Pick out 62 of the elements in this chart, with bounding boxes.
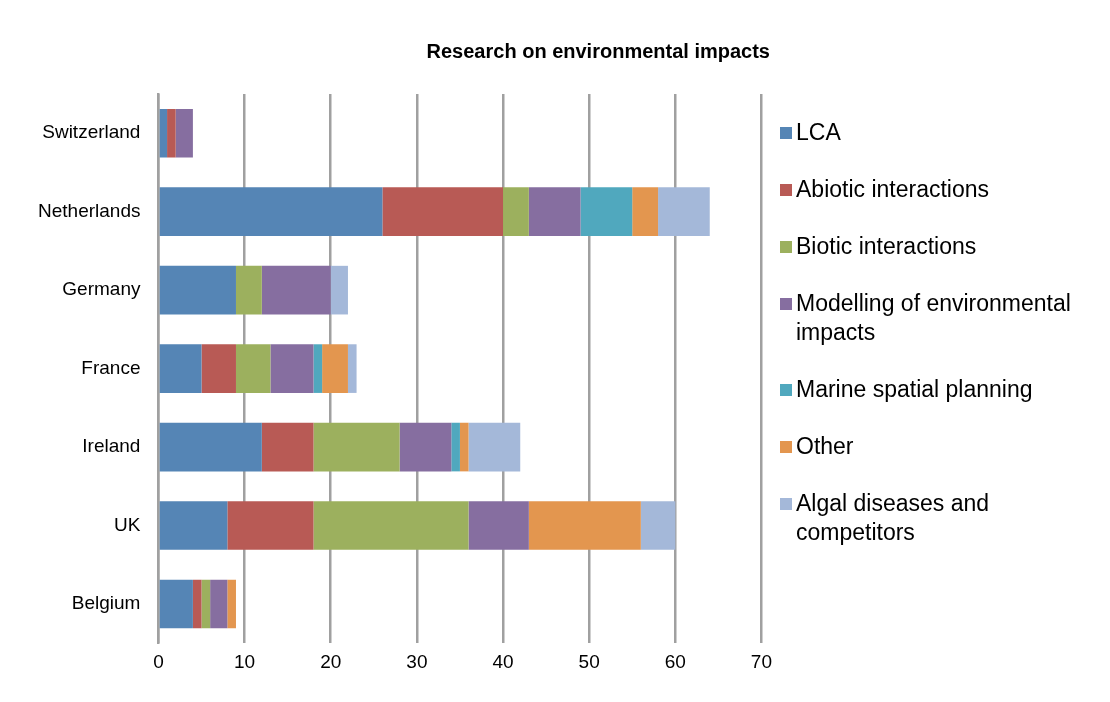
bar (459, 422, 469, 472)
bar (468, 422, 521, 472)
bar (382, 187, 504, 237)
bar (235, 265, 262, 315)
bar (528, 501, 641, 550)
bar (201, 344, 236, 393)
bar (322, 344, 348, 393)
bar (167, 108, 176, 158)
y-tick-label: France (81, 356, 141, 378)
bar (159, 108, 168, 158)
y-tick-label: Netherlands (38, 199, 141, 221)
bar (658, 187, 710, 237)
bar (227, 579, 236, 629)
bar (503, 187, 529, 237)
bar (313, 501, 469, 550)
x-tick-label: 60 (664, 650, 686, 672)
bar (313, 422, 400, 472)
bar (640, 501, 676, 550)
bar (347, 344, 357, 393)
bar (192, 579, 202, 629)
legend-label: Biotic interactions (796, 232, 977, 261)
bar (159, 265, 236, 315)
bar (227, 501, 314, 550)
bar (451, 422, 460, 472)
x-tick-label: 20 (320, 650, 342, 672)
bar (175, 108, 193, 158)
bar (468, 501, 529, 550)
y-tick-label: UK (114, 513, 141, 535)
bar (159, 501, 228, 550)
x-tick-label: 0 (153, 650, 164, 672)
y-tick-label: Belgium (71, 592, 141, 614)
bar (632, 187, 659, 237)
chart-title: Research on environmental impacts (426, 39, 770, 62)
bar (330, 265, 348, 315)
bar (159, 579, 193, 629)
x-tick-label: 10 (234, 650, 256, 672)
bar (159, 187, 383, 237)
x-tick-label: 70 (750, 650, 772, 672)
bar (235, 344, 271, 393)
bar (313, 344, 323, 393)
legend-label: LCA (796, 118, 841, 147)
bar (399, 422, 452, 472)
bar (270, 344, 314, 393)
legend-label: Algal diseases and competitors (796, 489, 991, 547)
bar (159, 422, 262, 472)
y-tick-label: Ireland (82, 435, 141, 457)
x-tick-label: 30 (406, 650, 428, 672)
bar (528, 187, 581, 237)
bar (261, 265, 331, 315)
bar (261, 422, 314, 472)
x-tick-label: 50 (578, 650, 600, 672)
x-tick-label: 40 (492, 650, 514, 672)
legend-label: Abiotic interactions (796, 175, 990, 204)
bar (580, 187, 633, 237)
bar (210, 579, 228, 629)
y-tick-label: Germany (62, 278, 141, 300)
legend-label: Modelling of environmental impacts (796, 289, 1072, 347)
y-tick-label: Switzerland (42, 121, 141, 143)
bar (201, 579, 211, 629)
legend-label: Marine spatial planning (796, 375, 1033, 404)
legend-label: Other (796, 432, 854, 461)
bar (159, 344, 202, 393)
